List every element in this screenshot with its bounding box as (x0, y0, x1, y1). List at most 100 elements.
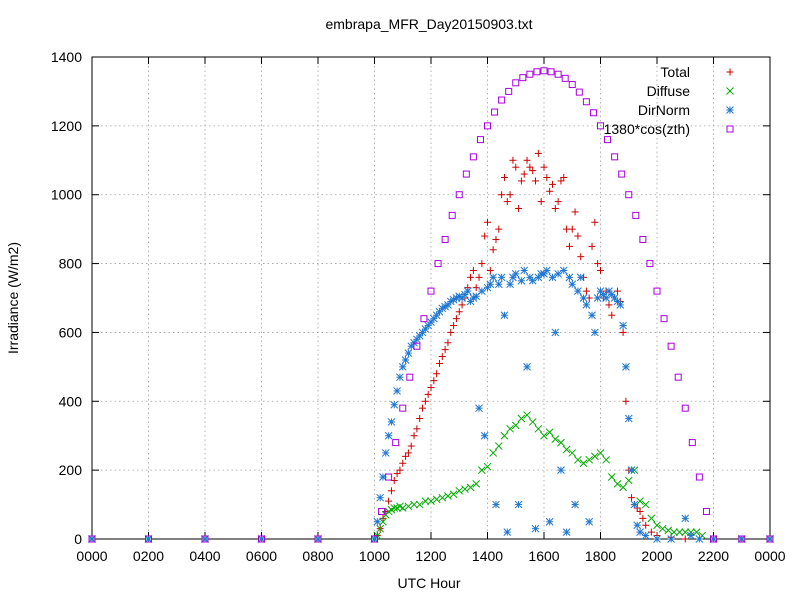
data-point (588, 242, 596, 250)
marker-stroke (534, 424, 543, 433)
data-point (520, 266, 529, 275)
data-point (503, 198, 511, 206)
data-point (455, 308, 463, 316)
data-point (590, 452, 599, 461)
data-point (571, 500, 579, 509)
marker-stroke (455, 292, 464, 301)
data-point (498, 96, 506, 104)
marker-stroke (494, 442, 503, 450)
marker-stroke (667, 535, 675, 543)
data-point (534, 149, 542, 157)
marker-stroke (489, 273, 498, 282)
marker-stroke (766, 535, 774, 543)
marker-stroke (622, 363, 630, 371)
marker-stroke (589, 109, 597, 117)
marker-stroke (461, 485, 469, 493)
marker-stroke (542, 266, 551, 275)
data-point (528, 418, 537, 426)
legend-label: DirNorm (638, 102, 690, 118)
data-point (373, 517, 382, 526)
marker-stroke (726, 125, 734, 133)
marker-stroke (406, 373, 414, 381)
data-point (480, 431, 489, 440)
series-dirnorm (88, 266, 774, 543)
data-point (481, 232, 489, 240)
data-point (492, 500, 500, 509)
data-point (545, 428, 554, 437)
data-point (472, 480, 481, 488)
marker-stroke (585, 455, 594, 464)
data-point (509, 156, 517, 164)
data-point (491, 108, 499, 116)
marker-stroke (575, 88, 583, 96)
data-point (512, 163, 520, 171)
data-point (396, 466, 404, 474)
data-point (398, 363, 407, 371)
data-point (463, 287, 472, 295)
data-point (517, 276, 526, 285)
data-point (413, 425, 421, 433)
data-point (441, 346, 449, 354)
data-point (738, 535, 746, 543)
data-point (407, 442, 415, 450)
data-point (435, 359, 443, 367)
marker-stroke (517, 276, 526, 285)
data-point (688, 439, 696, 447)
marker-stroke (398, 363, 407, 371)
data-point (500, 431, 509, 440)
marker-stroke (604, 136, 612, 144)
data-point (622, 397, 630, 405)
data-point (370, 535, 379, 543)
data-point (526, 70, 534, 78)
data-point (692, 528, 701, 536)
marker-stroke (766, 535, 774, 543)
data-point (486, 266, 494, 274)
data-point (449, 490, 458, 499)
marker-stroke (385, 473, 393, 481)
x-tick-label: 0200 (133, 548, 164, 564)
data-point (571, 208, 579, 216)
data-point (766, 535, 774, 543)
marker-stroke (702, 507, 710, 515)
data-point (574, 455, 582, 464)
marker-stroke (370, 535, 379, 543)
marker-stroke (480, 431, 489, 440)
marker-stroke (476, 136, 484, 144)
marker-stroke (398, 504, 407, 512)
marker-stroke (641, 531, 650, 540)
marker-stroke (483, 462, 492, 471)
marker-stroke (554, 70, 562, 78)
marker-stroke (201, 535, 209, 543)
data-point (608, 311, 616, 319)
marker-stroke (477, 466, 486, 474)
data-point (639, 235, 647, 243)
legend-marker (726, 87, 734, 95)
y-tick-label: 1000 (51, 187, 82, 203)
data-point (594, 260, 602, 268)
marker-stroke (484, 122, 491, 130)
marker-stroke (88, 535, 96, 543)
data-point (575, 88, 583, 96)
marker-stroke (371, 535, 378, 543)
data-point (551, 435, 560, 444)
y-tick-label: 0 (74, 531, 82, 547)
marker-stroke (653, 521, 661, 530)
marker-stroke (486, 280, 495, 289)
marker-stroke (517, 414, 526, 423)
marker-stroke (590, 452, 599, 461)
marker-stroke (258, 535, 265, 543)
data-point (576, 273, 585, 282)
marker-stroke (613, 480, 622, 488)
data-point (399, 459, 407, 467)
data-point (387, 487, 395, 495)
marker-stroke (427, 287, 435, 295)
data-point (144, 535, 153, 543)
x-tick-label: 1400 (472, 548, 503, 564)
marker-stroke (625, 191, 633, 199)
data-point (427, 497, 435, 505)
data-point (554, 70, 562, 78)
y-tick-label: 800 (59, 256, 83, 272)
marker-stroke (611, 153, 619, 161)
